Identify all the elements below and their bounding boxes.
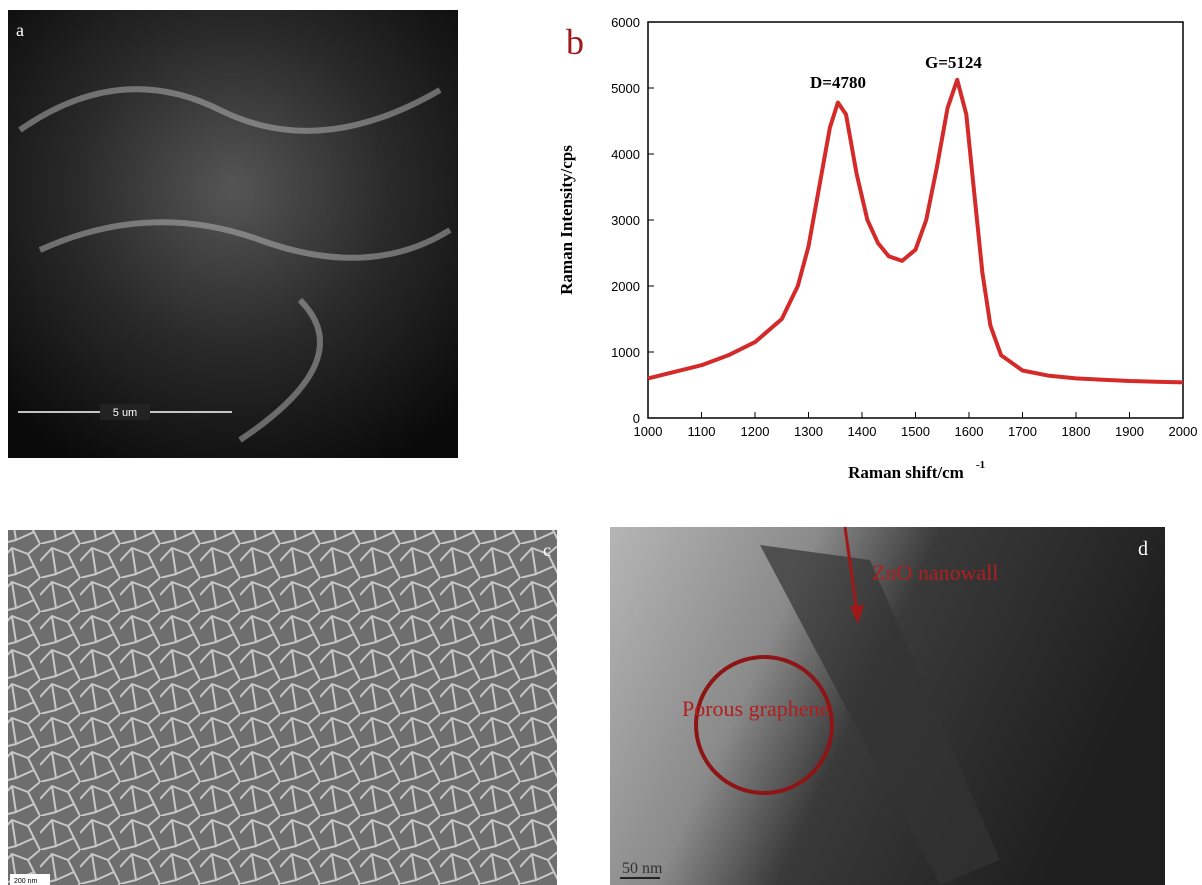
scale-bg (10, 874, 50, 885)
x-tick-label: 1200 (741, 424, 770, 439)
arrow-head (850, 605, 864, 624)
highlight-circle (694, 655, 834, 795)
x-tick-label: 1400 (848, 424, 877, 439)
scale-bg (100, 404, 150, 420)
x-tick-label: 1900 (1115, 424, 1144, 439)
y-tick-label: 3000 (611, 213, 640, 228)
plot-frame (647, 21, 1184, 419)
tem-texture (760, 545, 1000, 885)
sem-texture (18, 86, 452, 443)
peak-annotation: G=5124 (925, 53, 982, 72)
y-axis-label: Raman Intensity/cps (557, 145, 576, 295)
annotation: ZnO nanowall (872, 560, 998, 585)
x-tick-label: 1100 (688, 424, 716, 439)
y-tick-label: 6000 (611, 15, 640, 30)
x-axis-label-superscript: -1 (976, 459, 985, 471)
scale-label: 50 nm (622, 860, 663, 877)
panel-label: b (566, 22, 584, 62)
x-tick-label: 2000 (1169, 424, 1198, 439)
y-tick-label: 4000 (611, 147, 640, 162)
x-tick-label: 1000 (634, 424, 663, 439)
panel-label: d (1138, 538, 1148, 560)
x-tick-label: 1500 (901, 424, 930, 439)
annotation: Porous graphene (682, 696, 829, 721)
peak-annotation: D=4780 (810, 73, 866, 92)
y-tick-label: 5000 (611, 81, 640, 96)
x-tick-label: 1300 (794, 424, 823, 439)
x-tick-label: 1800 (1062, 424, 1091, 439)
arrow (843, 526, 859, 613)
sem-image-c (8, 530, 557, 885)
x-tick-label: 1600 (955, 424, 984, 439)
scale-label: 5 um (113, 407, 137, 419)
x-tick-label: 1700 (1008, 424, 1037, 439)
panel-label: a (16, 20, 24, 40)
panel-label: c (543, 540, 551, 560)
y-tick-label: 0 (633, 411, 640, 426)
y-tick-label: 2000 (611, 279, 640, 294)
raman-line (647, 77, 1184, 385)
scale-label: 200 nm (14, 878, 38, 885)
y-tick-label: 1000 (611, 345, 640, 360)
x-axis-label: Raman shift/cm (848, 463, 964, 482)
